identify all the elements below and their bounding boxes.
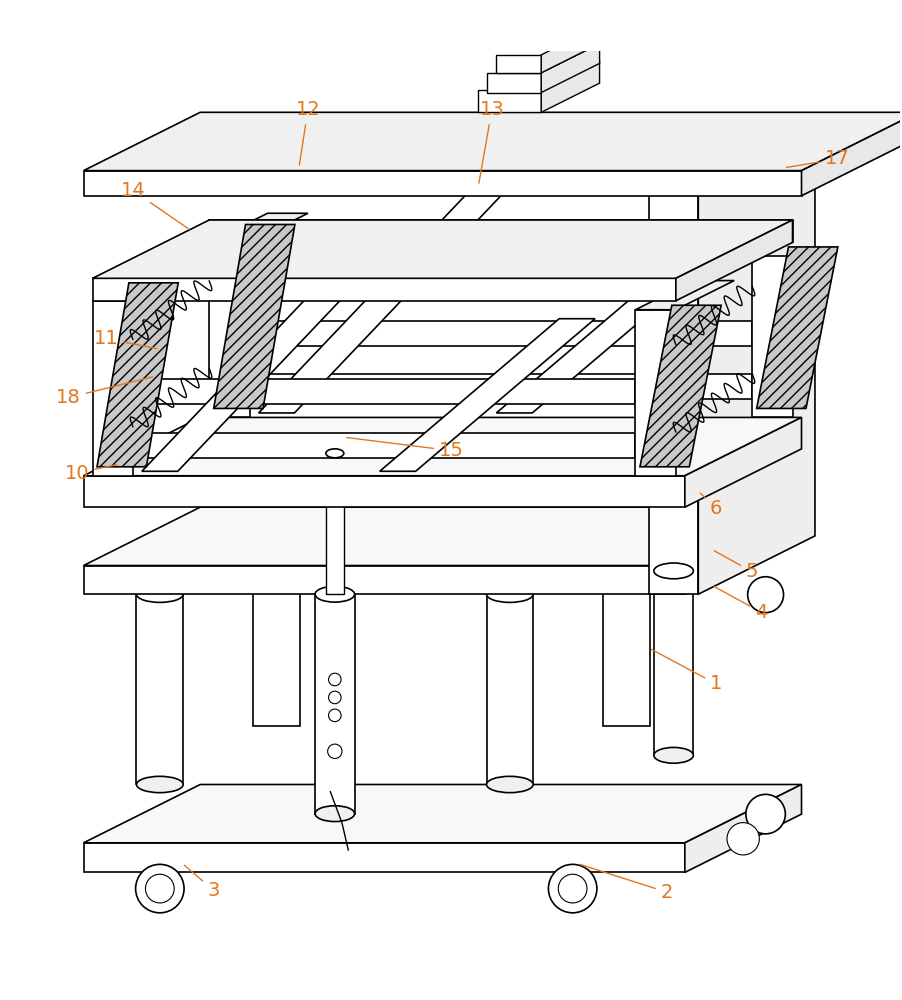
Circle shape — [557, 874, 586, 903]
Polygon shape — [84, 476, 684, 507]
Text: 1: 1 — [650, 649, 722, 693]
Polygon shape — [635, 281, 733, 310]
Polygon shape — [84, 507, 801, 566]
Polygon shape — [603, 536, 649, 726]
Polygon shape — [540, 44, 599, 93]
Polygon shape — [751, 256, 792, 417]
Ellipse shape — [486, 586, 532, 602]
Polygon shape — [478, 90, 540, 112]
Circle shape — [328, 673, 341, 686]
Polygon shape — [640, 305, 721, 467]
Polygon shape — [84, 417, 801, 476]
Polygon shape — [214, 224, 295, 408]
Polygon shape — [253, 536, 299, 726]
Text: 5: 5 — [713, 551, 758, 581]
Polygon shape — [84, 566, 684, 594]
Polygon shape — [635, 310, 675, 476]
Polygon shape — [249, 321, 751, 346]
Circle shape — [328, 709, 341, 722]
Polygon shape — [697, 119, 815, 594]
Text: 13: 13 — [478, 100, 503, 183]
Polygon shape — [379, 319, 594, 471]
Polygon shape — [649, 119, 815, 177]
Polygon shape — [684, 507, 801, 594]
Polygon shape — [97, 283, 178, 467]
Polygon shape — [315, 594, 354, 814]
Polygon shape — [92, 220, 792, 278]
Polygon shape — [649, 177, 697, 594]
Polygon shape — [209, 220, 792, 242]
Polygon shape — [496, 55, 540, 73]
Polygon shape — [92, 301, 133, 476]
Ellipse shape — [653, 563, 693, 579]
Polygon shape — [496, 260, 711, 413]
Text: 11: 11 — [94, 329, 157, 349]
Polygon shape — [653, 571, 693, 755]
Text: 3: 3 — [184, 865, 219, 900]
Polygon shape — [540, 61, 599, 112]
Text: 6: 6 — [699, 493, 722, 518]
Polygon shape — [326, 453, 344, 594]
Text: 4: 4 — [713, 587, 767, 622]
Text: 12: 12 — [295, 100, 320, 165]
Text: 14: 14 — [120, 181, 189, 229]
Polygon shape — [801, 112, 902, 196]
Circle shape — [327, 744, 342, 758]
Polygon shape — [675, 220, 792, 301]
Ellipse shape — [315, 806, 354, 822]
Ellipse shape — [315, 586, 354, 602]
Polygon shape — [486, 594, 532, 784]
Polygon shape — [84, 784, 801, 843]
Text: 17: 17 — [786, 149, 849, 168]
Polygon shape — [209, 213, 308, 242]
Polygon shape — [84, 843, 684, 872]
Ellipse shape — [653, 747, 693, 763]
Ellipse shape — [326, 449, 344, 458]
Ellipse shape — [136, 776, 183, 793]
Polygon shape — [684, 784, 801, 872]
Ellipse shape — [253, 528, 299, 544]
Polygon shape — [142, 245, 392, 471]
Polygon shape — [540, 26, 599, 73]
Ellipse shape — [486, 776, 532, 793]
Polygon shape — [258, 186, 510, 413]
Polygon shape — [249, 374, 751, 399]
Polygon shape — [487, 73, 540, 93]
Polygon shape — [84, 171, 801, 196]
Polygon shape — [133, 433, 635, 458]
Polygon shape — [92, 272, 191, 301]
Polygon shape — [684, 417, 801, 507]
Circle shape — [747, 577, 783, 613]
Polygon shape — [92, 278, 675, 301]
Text: 10: 10 — [65, 464, 116, 483]
Polygon shape — [209, 242, 249, 417]
Ellipse shape — [136, 586, 183, 602]
Ellipse shape — [603, 528, 649, 544]
Circle shape — [328, 691, 341, 704]
Circle shape — [726, 823, 759, 855]
Polygon shape — [756, 247, 837, 408]
Polygon shape — [84, 112, 902, 171]
Text: 2: 2 — [579, 864, 672, 902]
Polygon shape — [136, 594, 183, 784]
Circle shape — [745, 794, 785, 834]
Text: 18: 18 — [56, 377, 152, 407]
Circle shape — [135, 864, 184, 913]
Text: 15: 15 — [346, 438, 464, 460]
Circle shape — [548, 864, 596, 913]
Circle shape — [145, 874, 174, 903]
Polygon shape — [133, 379, 635, 404]
